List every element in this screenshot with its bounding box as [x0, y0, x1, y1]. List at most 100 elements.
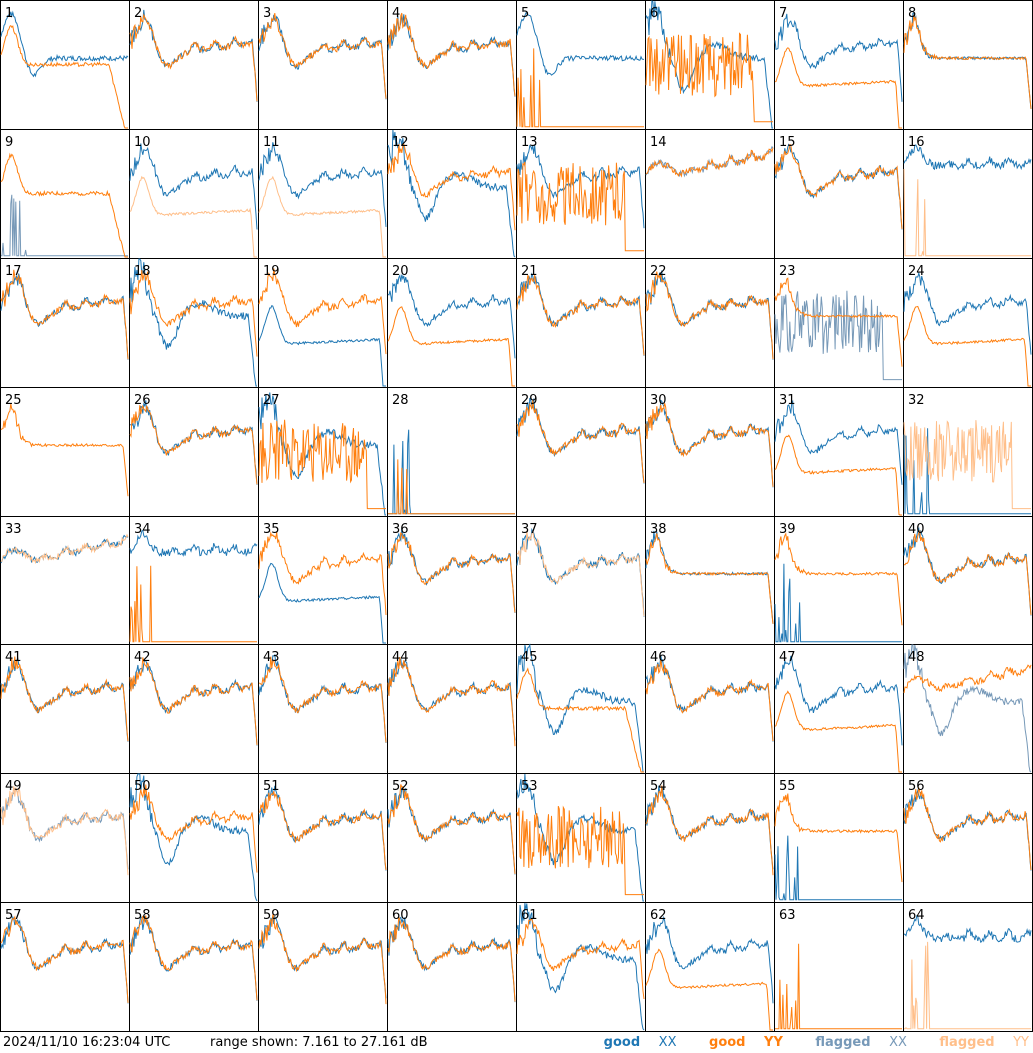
tile-33-yy-series: [0, 533, 129, 565]
tile-39: 39: [774, 516, 904, 645]
tile-7-yy-series: [774, 47, 902, 129]
tile-5-xx-series: [516, 12, 645, 76]
tile-50: 50: [129, 773, 259, 903]
tile-62: 62: [645, 902, 775, 1032]
tile-43: 43: [258, 644, 388, 774]
tile-41-yy-series: [0, 656, 129, 742]
tile-46-yy-series: [645, 659, 774, 742]
tile-frame: [774, 129, 904, 259]
tile-58: 58: [129, 902, 259, 1032]
tile-10-xx-series: [129, 143, 258, 230]
tile-3: 3: [258, 0, 388, 130]
tile-47-xx-series: [774, 655, 903, 746]
tile-frame: [258, 258, 388, 388]
tile-frame: [645, 516, 775, 645]
tile-label: 1: [5, 6, 13, 21]
tile-29-yy-series: [516, 399, 645, 484]
tile-label: 7: [779, 6, 787, 21]
tile-1: 1: [0, 0, 130, 130]
tile-23-yy-series: [774, 277, 903, 367]
tile-31: 31: [774, 387, 904, 517]
tile-label: 59: [263, 908, 280, 923]
tile-44-yy-series: [387, 656, 516, 747]
tile-frame: [258, 0, 388, 130]
tile-frame: [516, 258, 646, 388]
tile-12-yy-series: [387, 143, 516, 231]
tile-label: 61: [521, 908, 538, 923]
tile-61-xx-series: [516, 902, 645, 1031]
tile-frame: [645, 902, 775, 1032]
tile-15-yy-series: [774, 144, 903, 229]
tile-39-xx-series: [774, 563, 902, 643]
tile-label: 64: [908, 908, 925, 923]
tile-34: 34: [129, 516, 259, 645]
tile-11-xx-series: [258, 142, 387, 227]
tile-label: 56: [908, 779, 925, 794]
tile-18-xx-series: [129, 258, 257, 387]
tile-label: 36: [392, 522, 409, 537]
tile-9-yy-series: [0, 152, 128, 258]
tile-40: 40: [903, 516, 1033, 645]
tile-label: 22: [650, 264, 667, 279]
tile-4-yy-series: [387, 12, 516, 97]
tile-9: 9: [0, 129, 130, 259]
tile-55: 55: [774, 773, 904, 903]
tile-49-yy-series: [0, 786, 129, 876]
tile-label: 50: [134, 779, 151, 794]
tile-label: 48: [908, 650, 925, 665]
tile-12: 12: [387, 129, 517, 259]
tile-43-yy-series: [258, 656, 387, 743]
tile-frame: [387, 258, 517, 388]
tile-52-yy-series: [387, 784, 516, 874]
tile-32-yy-series: [903, 420, 1031, 510]
tile-28: 28: [387, 387, 517, 517]
tile-frame: [129, 0, 259, 130]
tile-36: 36: [387, 516, 517, 645]
tile-5: 5: [516, 0, 646, 130]
tile-24-yy-series: [903, 305, 1031, 387]
tile-label: 17: [5, 264, 22, 279]
tile-61-yy-series: [516, 918, 645, 1000]
tile-label: 41: [5, 650, 22, 665]
tile-8: 8: [903, 0, 1033, 130]
tile-label: 40: [908, 522, 925, 537]
tile-49: 49: [0, 773, 130, 903]
tile-frame: [516, 387, 646, 517]
tile-60: 60: [387, 902, 517, 1032]
tile-label: 13: [521, 135, 538, 150]
tile-35-yy-series: [258, 531, 387, 616]
tile-label: 16: [908, 135, 925, 150]
tile-frame: [645, 129, 775, 259]
tile-frame: [516, 902, 646, 1032]
tile-label: 15: [779, 135, 796, 150]
tile-30: 30: [645, 387, 775, 517]
tile-5-yy-series: [516, 48, 644, 128]
tile-2-xx-series: [129, 9, 258, 102]
tile-60-yy-series: [387, 917, 516, 1002]
tile-45: 45: [516, 643, 646, 774]
tile-frame: [0, 129, 130, 259]
tile-label: 28: [392, 393, 409, 408]
tile-16: 16: [903, 129, 1033, 259]
tile-48: 48: [903, 644, 1033, 774]
tile-frame: [516, 0, 646, 130]
tile-frame: [774, 387, 904, 517]
tile-label: 6: [650, 6, 658, 21]
tile-label: 38: [650, 522, 667, 537]
tile-20-xx-series: [387, 273, 516, 359]
tile-label: 25: [5, 393, 22, 408]
tile-57: 57: [0, 902, 130, 1032]
tile-1-yy-series: [0, 25, 128, 129]
tile-label: 11: [263, 135, 280, 150]
tile-frame: [0, 902, 130, 1032]
tile-frame: [258, 644, 388, 774]
tile-16-xx-series: [903, 144, 1032, 171]
tile-63-yy-series: [775, 943, 902, 1030]
tile-22-yy-series: [645, 271, 774, 360]
tile-label: 33: [5, 522, 22, 537]
tile-2-yy-series: [129, 13, 258, 102]
tile-31-xx-series: [774, 399, 903, 485]
tile-18-yy-series: [129, 269, 258, 357]
legend-good-xx: good XX: [603, 1035, 677, 1050]
tile-frame: [387, 516, 517, 645]
